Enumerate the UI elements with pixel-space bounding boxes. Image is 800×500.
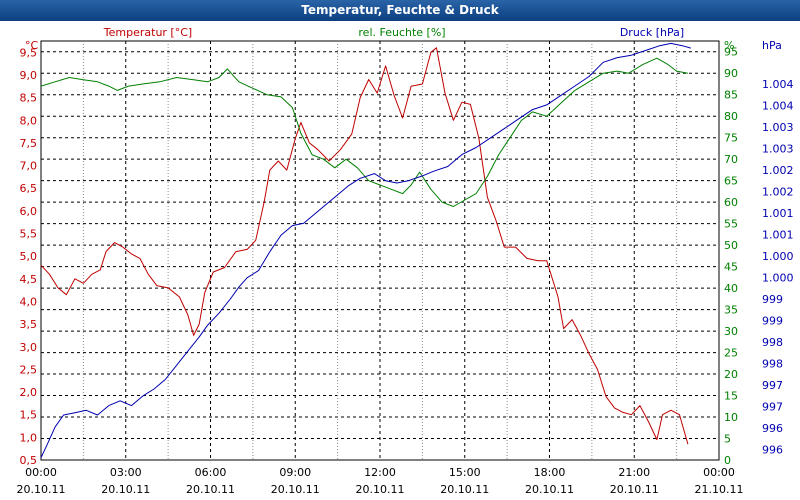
pressure-tick-label: 997 [762,379,783,392]
temperature-tick-label: 5,0 [20,250,38,263]
pressure-legend: Druck [hPa] [620,26,684,39]
x-tick-time: 00:00 [25,466,57,479]
pressure-tick-label: 1.000 [762,250,794,263]
pressure-tick-label: 1.001 [762,228,794,241]
x-tick-date: 20.10.11 [101,483,150,496]
x-tick-time: 09:00 [279,466,311,479]
temperature-tick-label: 3,0 [20,341,38,354]
pressure-tick-label: 1.003 [762,121,794,134]
x-tick-date: 20.10.11 [271,483,320,496]
humidity-tick-label: 85 [724,89,738,102]
humidity-tick-label: 95 [724,46,738,59]
humidity-tick-label: 50 [724,239,738,252]
x-tick-date: 20.10.11 [610,483,659,496]
temperature-tick-label: 5,5 [20,228,38,241]
humidity-tick-label: 5 [724,433,731,446]
humidity-tick-label: 15 [724,390,738,403]
humidity-tick-label: 55 [724,218,738,231]
humidity-tick-label: 75 [724,132,738,145]
humidity-tick-label: 35 [724,304,738,317]
humidity-unit-label: % [724,39,734,52]
series-line-pressure [40,42,691,458]
humidity-legend: rel. Feuchte [%] [358,26,445,39]
chart-title: Temperatur, Feuchte & Druck [0,0,800,21]
pressure-tick-label: 997 [762,400,783,413]
x-tick-date: 20.10.11 [17,483,66,496]
humidity-tick-label: 40 [724,282,738,295]
humidity-tick-label: 20 [724,368,738,381]
x-tick-date: 21.10.11 [695,483,744,496]
temperature-tick-label: 3,5 [20,318,38,331]
temperature-tick-label: 8,5 [20,92,38,105]
humidity-axis: 0 5 10 15 20 25 30 35 40 45 50 55 60 65 70 75 80 85 90 95 [724,46,738,467]
pressure-tick-label: 999 [762,314,783,327]
chart-area: 0,5 1,0 1,5 2,0 2,5 3,0 3,5 4,0 4,5 5,0 5,5 6,0 6,5 7… [0,21,800,500]
x-tick-date: 20.10.11 [440,483,489,496]
pressure-tick-label: 998 [762,357,783,370]
pressure-tick-label: 1.002 [762,164,794,177]
temperature-tick-label: 9,5 [20,46,38,59]
pressure-tick-label: 1.002 [762,185,794,198]
x-tick-time: 00:00 [703,466,735,479]
pressure-tick-label: 996 [762,443,783,456]
humidity-tick-label: 30 [724,325,738,338]
pressure-axis: 996 996 997 997 998 998 999 999 1.000 1.000 1.001 1… [762,78,794,456]
humidity-tick-label: 65 [724,175,738,188]
temperature-tick-label: 4,0 [20,295,38,308]
temperature-tick-label: 2,0 [20,386,38,399]
temperature-axis: 0,5 1,0 1,5 2,0 2,5 3,0 3,5 4,0 4,5 5,0 5,5 6,0 6,5 7… [20,46,38,467]
pressure-tick-label: 1.001 [762,207,794,220]
x-tick-time: 03:00 [110,466,142,479]
temperature-legend: Temperatur [°C] [103,26,192,39]
pressure-tick-label: 1.000 [762,271,794,284]
x-tick-time: 18:00 [534,466,566,479]
temperature-tick-label: 6,5 [20,182,38,195]
temperature-unit-label: °C [25,39,39,52]
axis-headers: °C Temperatur [°C] rel. Feuchte [%]% Druck … [25,26,782,52]
temperature-tick-label: 0,5 [20,454,38,467]
series-line-humidity [40,57,688,207]
time-axis: 00:00 20.10.11 03:00 20.10.11 06:00 20.10.11 0… [17,466,744,496]
temperature-tick-label: 4,5 [20,273,38,286]
humidity-tick-label: 80 [724,110,738,123]
pressure-tick-label: 996 [762,422,783,435]
humidity-tick-label: 70 [724,153,738,166]
series-lines [40,42,691,458]
humidity-tick-label: 45 [724,261,738,274]
x-tick-time: 21:00 [618,466,650,479]
pressure-unit-label: hPa [762,39,782,52]
x-tick-time: 06:00 [195,466,227,479]
humidity-tick-label: 60 [724,196,738,209]
x-tick-date: 20.10.11 [186,483,235,496]
humidity-tick-label: 0 [724,454,731,467]
humidity-tick-label: 90 [724,67,738,80]
pressure-tick-label: 999 [762,293,783,306]
x-tick-time: 12:00 [364,466,396,479]
pressure-tick-label: 1.004 [762,78,794,91]
grid [40,40,720,461]
temperature-tick-label: 9,0 [20,69,38,82]
humidity-tick-label: 25 [724,347,738,360]
x-tick-date: 20.10.11 [525,483,574,496]
temperature-tick-label: 1,0 [20,431,38,444]
temperature-tick-label: 7,5 [20,137,38,150]
temperature-tick-label: 7,0 [20,160,38,173]
humidity-tick-label: 10 [724,411,738,424]
pressure-tick-label: 998 [762,336,783,349]
x-tick-date: 20.10.11 [356,483,405,496]
temperature-tick-label: 2,5 [20,363,38,376]
x-tick-time: 15:00 [449,466,481,479]
series-line-temperature [40,47,689,445]
temperature-tick-label: 1,5 [20,409,38,422]
temperature-tick-label: 6,0 [20,205,38,218]
temperature-tick-label: 8,0 [20,114,38,127]
chart-svg: 0,5 1,0 1,5 2,0 2,5 3,0 3,5 4,0 4,5 5,0 5,5 6,0 6,5 7… [17,26,794,496]
pressure-tick-label: 1.003 [762,142,794,155]
pressure-tick-label: 1.004 [762,99,794,112]
